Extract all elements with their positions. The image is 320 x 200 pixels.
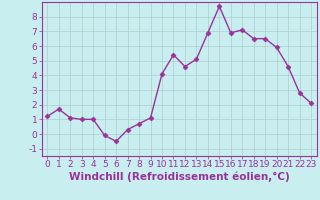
X-axis label: Windchill (Refroidissement éolien,°C): Windchill (Refroidissement éolien,°C) xyxy=(69,172,290,182)
